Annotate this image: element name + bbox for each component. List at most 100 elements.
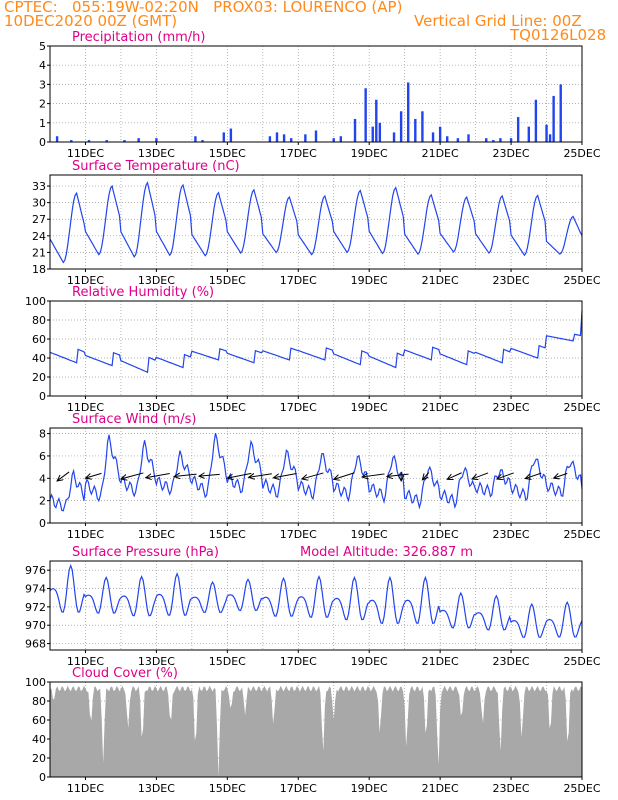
wind-arrow	[302, 472, 324, 479]
precip-bar	[222, 132, 225, 142]
cloud-area	[50, 685, 582, 777]
precip-bar	[105, 140, 108, 142]
temp-xtick-label: 21DEC	[422, 274, 459, 287]
precip-bar	[201, 140, 204, 142]
cloud-xtick-label: 13DEC	[138, 782, 175, 795]
pres-xtick-label: 11DEC	[67, 655, 104, 668]
temp-xtick-label: 11DEC	[67, 274, 104, 287]
precip-bar	[534, 99, 538, 142]
precip-bar	[516, 117, 520, 142]
precip-bar	[456, 138, 460, 142]
header-location: CPTEC: 055:19W-02:20N PROX03: LOURENCO (…	[4, 0, 403, 16]
precip-bar	[339, 136, 343, 142]
wind-frame	[49, 427, 583, 524]
precip-bar	[446, 136, 449, 142]
wind-xtick-label: 17DEC	[280, 528, 317, 541]
cloud-ytick-label: 60	[32, 714, 46, 727]
temp-panel: 18 21 24 27 30 33 Surface Temperature (nC) 11DE…	[32, 159, 601, 287]
wind-ytick-label: 0	[39, 517, 46, 530]
precip-ytick-label: 5	[39, 40, 46, 53]
precip-bar	[375, 99, 378, 142]
precip-bar	[552, 95, 555, 142]
precip-bar	[499, 138, 502, 142]
temp-xtick-label: 17DEC	[280, 274, 317, 287]
precip-bar	[304, 134, 307, 142]
precip-xtick-label: 19DEC	[351, 147, 388, 160]
temp-title: Surface Temperature (nC)	[72, 159, 240, 174]
wind-title: Surface Wind (m/s)	[72, 412, 196, 427]
precip-bar	[407, 82, 410, 142]
wind-arrow	[57, 471, 70, 481]
rh-series-line	[49, 310, 583, 374]
temp-xtick-label: 23DEC	[493, 274, 530, 287]
cloud-frame	[49, 681, 583, 778]
precip-xtick-label: 11DEC	[67, 147, 104, 160]
temp-frame	[49, 174, 583, 270]
rh-ytick-label: 20	[32, 371, 46, 384]
precip-bar	[378, 122, 382, 142]
temp-ytick-label: 18	[32, 263, 46, 276]
precip-bar	[314, 130, 318, 142]
precip-xtick-label: 25DEC	[563, 147, 600, 160]
precip-bar	[414, 118, 417, 142]
wind-arrow	[472, 472, 489, 479]
rh-xtick-label: 25DEC	[563, 401, 600, 414]
wind-arrow	[121, 472, 144, 479]
wind-xtick-label: 19DEC	[351, 528, 388, 541]
pres-xtick-label: 13DEC	[138, 655, 175, 668]
cloud-xtick-label: 25DEC	[563, 782, 600, 795]
cloud-ytick-label: 80	[32, 695, 46, 708]
pres-ytick-label: 976	[25, 564, 46, 577]
precip-bar	[548, 134, 552, 142]
precip-bar	[282, 134, 286, 142]
temp-xtick-label: 25DEC	[563, 274, 600, 287]
temp-ytick-label: 33	[32, 180, 46, 193]
precip-bar	[123, 140, 126, 142]
wind-ytick-label: 4	[39, 472, 46, 485]
rh-frame	[49, 300, 583, 397]
pres-ytick-label: 968	[25, 638, 46, 651]
pres-xtick-label: 21DEC	[422, 655, 459, 668]
wind-arrow	[199, 474, 220, 476]
temp-ytick-label: 24	[32, 230, 46, 243]
precip-bar	[353, 118, 357, 142]
wind-arrow	[525, 472, 542, 478]
wind-xtick-label: 11DEC	[67, 528, 104, 541]
wind-arrow	[362, 474, 385, 477]
precip-bar	[421, 111, 424, 142]
pres-series-line	[49, 563, 583, 638]
wind-arrow	[85, 472, 102, 478]
cloud-xtick-label: 17DEC	[280, 782, 317, 795]
pres-ytick-label: 974	[25, 583, 46, 596]
precip-bar	[55, 136, 59, 142]
rh-ytick-label: 0	[39, 390, 46, 403]
rh-xtick-label: 21DEC	[422, 401, 459, 414]
header-date: 10DEC2020 00Z (GMT)	[4, 12, 178, 30]
precip-panel: 0 1 2 3 4 5 Precipitation (mm/h) 11DEC 13DEC 15DE…	[39, 30, 601, 160]
wind-ytick-label: 2	[39, 495, 46, 508]
precip-ytick-label: 4	[39, 59, 46, 72]
wind-xtick-label: 13DEC	[138, 528, 175, 541]
precip-xtick-label: 15DEC	[209, 147, 246, 160]
cloud-xtick-label: 23DEC	[493, 782, 530, 795]
wind-series-line	[49, 432, 583, 512]
cloud-xtick-label: 11DEC	[67, 782, 104, 795]
rh-xtick-label: 11DEC	[67, 401, 104, 414]
rh-title: Relative Humidity (%)	[72, 285, 214, 300]
pres-xtick-label: 15DEC	[209, 655, 246, 668]
precip-bar	[431, 132, 435, 142]
rh-xtick-label: 23DEC	[493, 401, 530, 414]
rh-ytick-label: 100	[25, 295, 46, 308]
wind-arrow	[273, 473, 297, 478]
pres-xtick-label: 19DEC	[351, 655, 388, 668]
precip-bar	[155, 138, 158, 142]
wind-arrow	[146, 473, 170, 478]
precip-bar	[289, 138, 293, 142]
precip-bar	[438, 126, 442, 142]
cloud-xtick-label: 19DEC	[351, 782, 388, 795]
precip-bar	[194, 136, 197, 142]
wind-ytick-label: 6	[39, 450, 46, 463]
pres-ytick-label: 972	[25, 601, 46, 614]
precip-xtick-label: 17DEC	[280, 147, 317, 160]
